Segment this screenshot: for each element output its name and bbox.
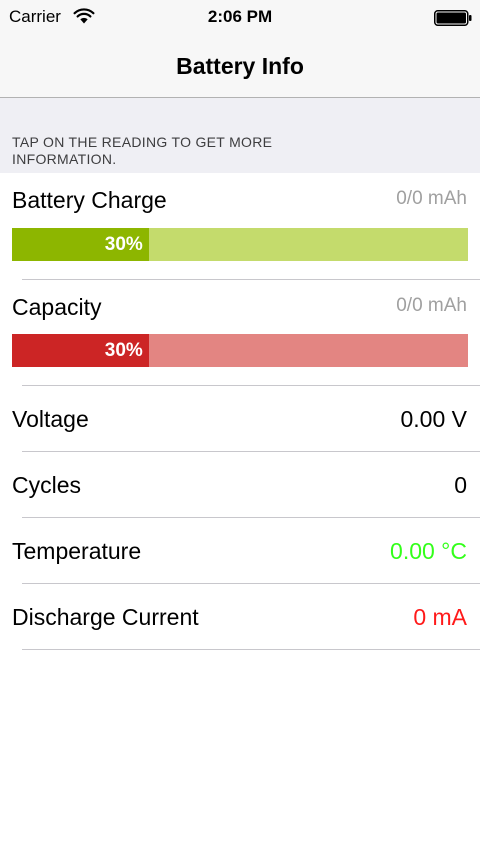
capacity-label: Capacity (12, 294, 102, 320)
battery-charge-row[interactable]: Battery Charge 0/0 mAh 30% (0, 173, 480, 280)
capacity-progress-bar: 30% (12, 334, 468, 367)
cycles-value: 0 (454, 472, 467, 498)
section-header: TAP ON THE READING TO GET MORE INFORMATI… (0, 98, 480, 173)
status-bar: Carrier 2:06 PM (0, 0, 480, 36)
discharge-current-value: 0 mA (413, 604, 467, 630)
row-separator (22, 517, 480, 518)
page-title: Battery Info (176, 53, 304, 79)
battery-charge-value: 0/0 mAh (396, 188, 467, 209)
discharge-current-row[interactable]: Discharge Current 0 mA (0, 584, 480, 650)
voltage-label: Voltage (12, 406, 89, 432)
section-header-text: TAP ON THE READING TO GET MORE INFORMATI… (12, 134, 273, 167)
cycles-label: Cycles (12, 472, 82, 498)
row-separator (22, 649, 480, 650)
capacity-percent-label: 30% (104, 339, 143, 361)
temperature-value: 0.00 °C (390, 538, 467, 564)
voltage-row[interactable]: Voltage 0.00 V (0, 386, 480, 452)
battery-charge-progress-fill (12, 228, 149, 261)
capacity-progress-fill (12, 334, 149, 367)
battery-charge-percent-label: 30% (104, 233, 143, 255)
capacity-row[interactable]: Capacity 0/0 mAh 30% (0, 280, 480, 386)
battery-charge-progress-bar: 30% (12, 228, 468, 261)
clock: 2:06 PM (207, 7, 273, 26)
carrier-label: Carrier (9, 7, 61, 26)
battery-icon (434, 10, 472, 26)
temperature-label: Temperature (12, 538, 142, 564)
capacity-value: 0/0 mAh (396, 295, 467, 316)
navigation-bar: Battery Info (0, 36, 480, 98)
cycles-row[interactable]: Cycles 0 (0, 452, 480, 518)
row-separator (22, 279, 480, 280)
row-separator (22, 385, 480, 386)
row-separator (22, 451, 480, 452)
wifi-icon (73, 8, 95, 24)
battery-charge-label: Battery Charge (12, 187, 167, 213)
row-separator (22, 583, 480, 584)
temperature-row[interactable]: Temperature 0.00 °C (0, 518, 480, 584)
discharge-current-label: Discharge Current (12, 604, 199, 630)
voltage-value: 0.00 V (400, 406, 468, 432)
